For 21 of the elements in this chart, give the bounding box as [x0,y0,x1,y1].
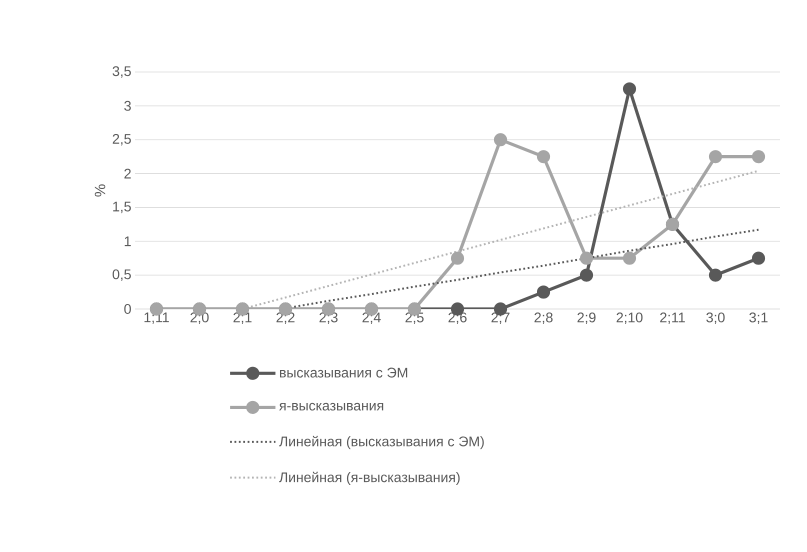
x-tick-label: 2;4 [362,312,381,324]
x-tick-label: 3;1 [749,312,768,324]
x-tick-label: 2;6 [448,312,467,324]
y-tick-label: 2 [124,168,131,178]
x-tick-label: 2;8 [534,312,553,324]
y-axis-title: % [94,184,106,197]
x-tick-label: 2;11 [660,312,685,324]
y-tick-label: 2,5 [112,134,131,146]
legend-label: Линейная (я-высказывания) [279,472,460,485]
legend-label: я-высказывания [279,402,384,411]
y-tick-label: 0 [124,304,131,314]
y-tick-label: 0,5 [112,269,131,281]
y-tick-label: 3,5 [112,66,131,78]
legend-label: Линейная (высказывания с ЭМ) [279,436,484,450]
y-tick-label: 1 [124,236,131,246]
legend-label: высказывания с ЭМ [280,368,408,378]
x-tick-label: 2;10 [616,312,643,324]
y-tick-label: 1,5 [113,202,131,214]
y-tick-label: 3 [124,100,131,111]
x-tick-label: 3;0 [706,312,725,324]
x-tick-label: 2;9 [578,312,596,324]
